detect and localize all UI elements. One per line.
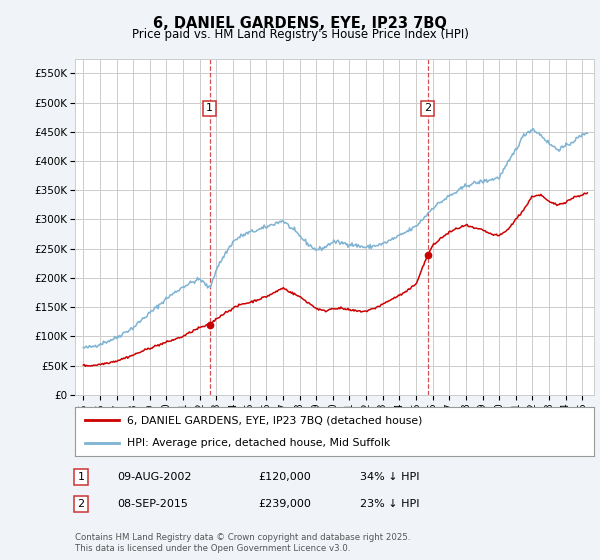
- Text: £120,000: £120,000: [258, 472, 311, 482]
- Text: 2: 2: [77, 499, 85, 509]
- Text: £239,000: £239,000: [258, 499, 311, 509]
- Text: Contains HM Land Registry data © Crown copyright and database right 2025.
This d: Contains HM Land Registry data © Crown c…: [75, 533, 410, 553]
- Text: 6, DANIEL GARDENS, EYE, IP23 7BQ (detached house): 6, DANIEL GARDENS, EYE, IP23 7BQ (detach…: [127, 416, 422, 426]
- Text: 08-SEP-2015: 08-SEP-2015: [117, 499, 188, 509]
- Text: HPI: Average price, detached house, Mid Suffolk: HPI: Average price, detached house, Mid …: [127, 438, 390, 448]
- Text: 09-AUG-2002: 09-AUG-2002: [117, 472, 191, 482]
- Text: 1: 1: [206, 104, 213, 114]
- Text: 6, DANIEL GARDENS, EYE, IP23 7BQ: 6, DANIEL GARDENS, EYE, IP23 7BQ: [153, 16, 447, 31]
- Text: Price paid vs. HM Land Registry's House Price Index (HPI): Price paid vs. HM Land Registry's House …: [131, 28, 469, 41]
- Text: 23% ↓ HPI: 23% ↓ HPI: [360, 499, 419, 509]
- Text: 34% ↓ HPI: 34% ↓ HPI: [360, 472, 419, 482]
- Text: 2: 2: [424, 104, 431, 114]
- Text: 1: 1: [77, 472, 85, 482]
